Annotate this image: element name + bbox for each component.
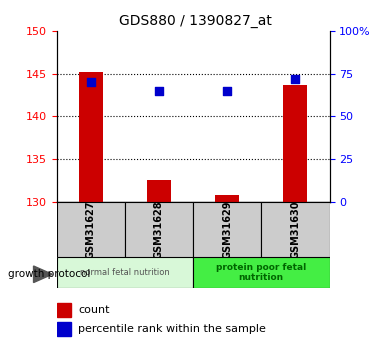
Bar [57, 257, 193, 288]
Text: GDS880 / 1390827_at: GDS880 / 1390827_at [119, 14, 271, 28]
Text: GSM31630: GSM31630 [291, 200, 300, 259]
Text: normal fetal nutrition: normal fetal nutrition [80, 268, 170, 277]
Bar [284, 85, 307, 202]
Bar [215, 195, 239, 202]
Text: GSM31628: GSM31628 [154, 200, 164, 259]
Text: percentile rank within the sample: percentile rank within the sample [78, 324, 266, 334]
Bar [79, 72, 103, 202]
Point [292, 76, 299, 82]
Point [224, 88, 230, 93]
Point [156, 88, 162, 93]
Text: count: count [78, 305, 110, 315]
Text: growth protocol: growth protocol [8, 269, 90, 279]
Bar [147, 180, 171, 202]
Text: protein poor fetal
nutrition: protein poor fetal nutrition [216, 263, 307, 282]
Bar [125, 202, 193, 257]
Text: GSM31629: GSM31629 [222, 200, 232, 259]
Text: GSM31627: GSM31627 [86, 200, 96, 259]
Point [87, 80, 94, 85]
Bar [261, 202, 330, 257]
Bar [57, 202, 125, 257]
Bar [193, 257, 330, 288]
Polygon shape [34, 266, 52, 283]
Bar [57, 303, 71, 317]
Bar [57, 322, 71, 336]
Bar [193, 202, 261, 257]
